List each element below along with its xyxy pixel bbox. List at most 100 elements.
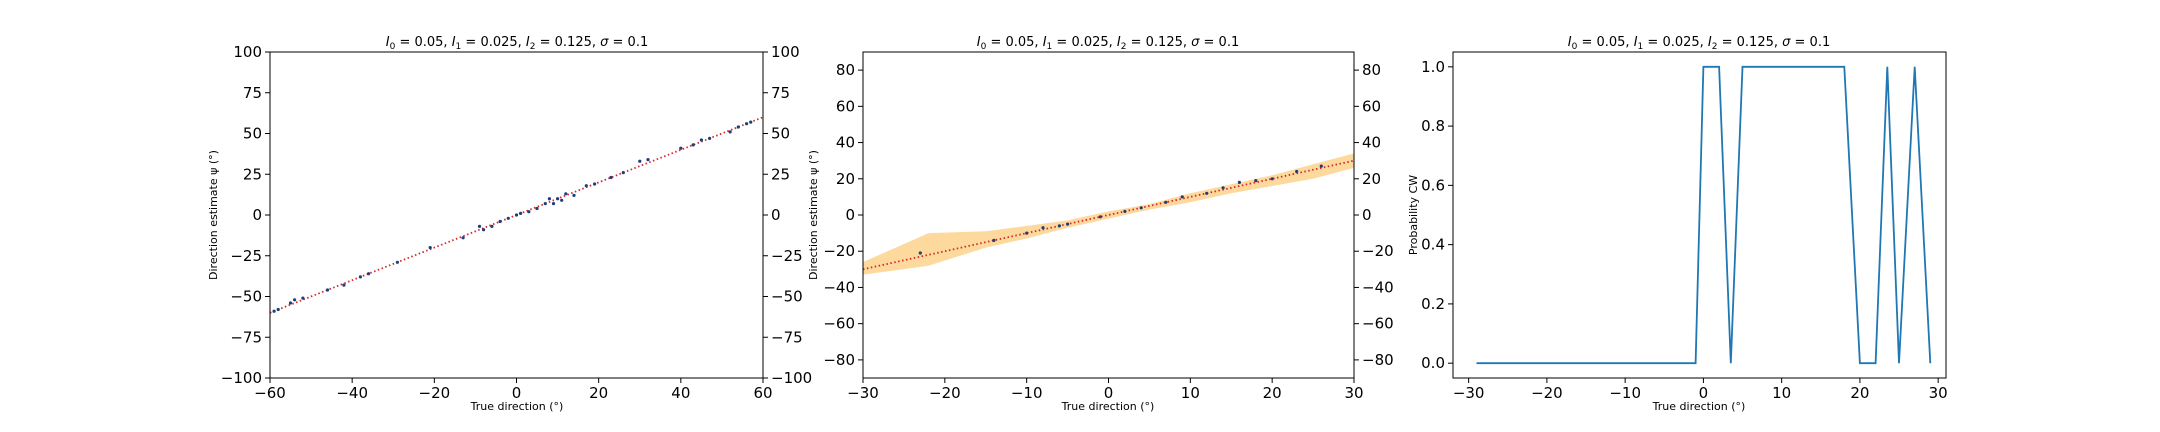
- panel-1-data-point: [358, 275, 362, 279]
- panel-2-right-ytick-label: −80: [1362, 351, 1394, 369]
- panel-3-ytick-label: 0.6: [1421, 176, 1445, 194]
- panel-1-ytick-label: 25: [243, 165, 262, 183]
- panel-2-right-ytick-label: 40: [1362, 134, 1381, 152]
- panel-2-data-point: [1221, 186, 1225, 190]
- panel-1-data-point: [482, 228, 486, 232]
- panel-3-ytick-label: 0.4: [1421, 236, 1445, 254]
- panel-2-data-point: [1098, 215, 1102, 219]
- panel-2-data-point: [1123, 209, 1127, 213]
- panel-2-ytick-label: −20: [823, 242, 855, 260]
- panel-1-data-point: [514, 213, 519, 217]
- panel-2-data-point: [1295, 169, 1299, 174]
- panel-2-data-point: [1057, 224, 1061, 228]
- panel-1-data-point: [272, 309, 276, 313]
- panel-2-xtick-label: 0: [1104, 384, 1114, 402]
- panel-2-ytick-label: −40: [823, 278, 855, 296]
- panel-1-xtick-label: 0: [512, 384, 522, 402]
- panel-1-data-point: [477, 224, 482, 228]
- panel-1-data-point: [367, 272, 371, 276]
- panel-2-right-ytick-label: 60: [1362, 97, 1381, 115]
- panel-2-data-point: [1319, 164, 1323, 168]
- panel-3-ticks: −30 −20 −10 0 10 20 30 0.0 0.2 0.4 0.6 0.8 1.0: [1421, 58, 1948, 402]
- panel-1-right-ytick-label: 75: [771, 84, 790, 102]
- panel-3-marks: [1476, 65, 1932, 365]
- panel-2-ylabel: Direction estimate ψ (°): [807, 150, 820, 280]
- panel-2-data-point: [918, 251, 922, 255]
- panel-1-right-ytick-label: 100: [771, 43, 800, 61]
- panel-1-ytick-label: 0: [252, 206, 262, 224]
- panel-2-data-point: [1254, 179, 1258, 183]
- panel-1-ytick-label: −75: [230, 328, 262, 346]
- panel-2-ytick-label: 20: [836, 170, 855, 188]
- panel-2-data-point: [1139, 206, 1143, 210]
- panel-1-ytick-label: 75: [243, 84, 262, 102]
- panel-1-ytick-label: 50: [243, 125, 262, 143]
- panel-1-data-point: [593, 182, 597, 186]
- panel-3: I0 = 0.05, I1 = 0.025, I2 = 0.125, σ = 0…: [1407, 35, 1948, 413]
- panel-2-data-point: [1066, 222, 1070, 226]
- panel-2-title: I0 = 0.05, I1 = 0.025, I2 = 0.125, σ = 0…: [977, 35, 1239, 52]
- panel-3-ytick-label: 0.8: [1421, 117, 1445, 135]
- panel-2-right-ytick-label: −60: [1362, 315, 1394, 333]
- panel-2-xlabel: True direction (°): [1061, 400, 1155, 413]
- panel-1-data-point: [638, 159, 642, 163]
- panel-2-xtick-label: 30: [1344, 384, 1363, 402]
- panel-1-data-point: [551, 202, 556, 206]
- panel-2-data-point: [1041, 226, 1045, 230]
- panel-1-data-point: [288, 301, 293, 305]
- panel-3-xtick-label: −10: [1609, 384, 1641, 402]
- panel-3-xlabel: True direction (°): [1652, 400, 1746, 413]
- panel-1-data-point: [490, 224, 494, 228]
- panel-2-xtick-label: −20: [929, 384, 961, 402]
- panel-2-right-ytick-label: 20: [1362, 170, 1381, 188]
- panel-3-title: I0 = 0.05, I1 = 0.025, I2 = 0.125, σ = 0…: [1568, 35, 1830, 52]
- panel-2-data-point: [1164, 200, 1168, 204]
- panel-1-data-point: [293, 298, 297, 302]
- panel-1-data-point: [506, 216, 510, 220]
- panel-1-data-point: [564, 192, 568, 196]
- panel-1-data-point: [736, 125, 740, 129]
- panel-1-data-point: [745, 122, 749, 126]
- panel-1-data-point: [691, 143, 695, 147]
- panel-3-xtick-label: 10: [1772, 384, 1791, 402]
- panel-3-ytick-label: 0.0: [1421, 354, 1445, 372]
- panel-3-xtick-label: 0: [1699, 384, 1709, 402]
- panel-2-right-ytick-label: 0: [1362, 206, 1372, 224]
- panel-1-data-point: [547, 197, 552, 201]
- panel-1-right-ytick-label: −50: [771, 288, 803, 306]
- panel-1-data-point: [428, 246, 432, 250]
- panel-2-xtick-label: 20: [1263, 384, 1282, 402]
- panel-1-xtick-label: 60: [753, 384, 772, 402]
- panel-1-data-point: [543, 202, 547, 206]
- panel-1: I0 = 0.05, I1 = 0.025, I2 = 0.125, σ = 0…: [207, 35, 812, 413]
- panel-1-data-point: [749, 120, 753, 124]
- panel-1-data-point: [342, 283, 346, 287]
- panel-1-data-point: [699, 138, 704, 142]
- panel-1-ytick-label: −100: [221, 369, 262, 387]
- panel-2-xtick-label: −30: [847, 384, 879, 402]
- panel-1-data-point: [584, 184, 588, 188]
- panel-1-data-point: [535, 206, 539, 211]
- panel-1-xtick-label: −60: [254, 384, 286, 402]
- panel-2-ticks: −30 −20 −10 0 10 20 30 −80 −60 −40 −20 0 20 40 60 80 −80…: [823, 61, 1393, 402]
- panel-3-series-line: [1476, 65, 1932, 365]
- panel-1-data-point: [461, 236, 465, 240]
- panel-2-ytick-label: −60: [823, 315, 855, 333]
- panel-2-marks: [862, 153, 1355, 275]
- panel-1-data-point: [498, 219, 502, 224]
- panel-3-xtick-label: −30: [1453, 384, 1485, 402]
- panel-1-title: I0 = 0.05, I1 = 0.025, I2 = 0.125, σ = 0…: [386, 35, 648, 52]
- panel-2-confidence-band: [863, 153, 1354, 275]
- panel-2-data-point: [1180, 195, 1184, 199]
- panel-3-xtick-label: 30: [1929, 384, 1948, 402]
- panel-1-data-point: [556, 197, 560, 201]
- panel-1-xlabel: True direction (°): [470, 400, 564, 413]
- panel-2-right-ytick-label: −40: [1362, 278, 1394, 296]
- panel-2: I0 = 0.05, I1 = 0.025, I2 = 0.125, σ = 0…: [807, 35, 1394, 413]
- panel-1-right-ytick-label: 50: [771, 125, 790, 143]
- panel-1-right-ytick-label: 25: [771, 165, 790, 183]
- panel-1-data-point: [527, 210, 531, 214]
- panel-2-ytick-label: 40: [836, 134, 855, 152]
